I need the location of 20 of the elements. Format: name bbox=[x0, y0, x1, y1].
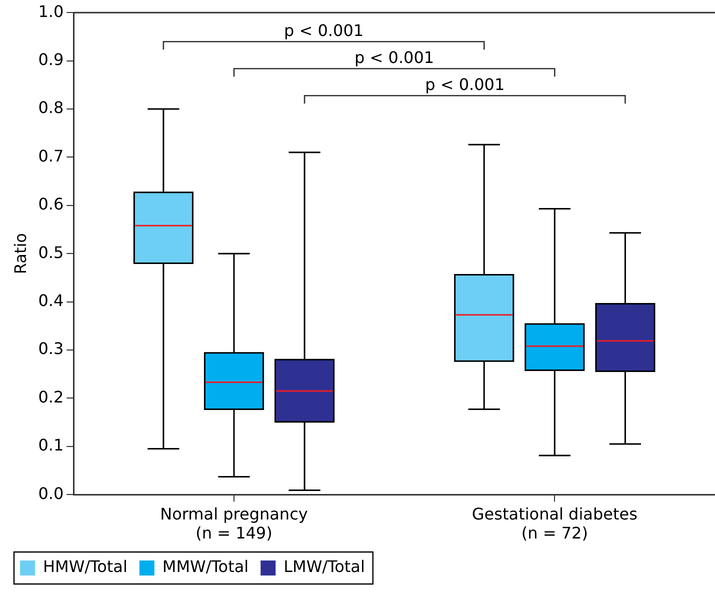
y-tick-label: 0.8 bbox=[38, 98, 64, 118]
y-tick-label: 0.1 bbox=[38, 436, 64, 455]
y-tick-label: 0.3 bbox=[38, 339, 64, 358]
legend-label: LMW/Total bbox=[284, 557, 365, 576]
annotation: p < 0.001 bbox=[425, 74, 505, 94]
y-tick-label: 1.0 bbox=[38, 2, 64, 21]
y-tick-label: 0.0 bbox=[38, 484, 64, 503]
legend-label: HMW/Total bbox=[43, 557, 128, 576]
annotation: p < 0.001 bbox=[354, 48, 434, 67]
x-tick-label: Gestational diabetes (n = 72) bbox=[472, 504, 638, 543]
annotation: p < 0.001 bbox=[284, 20, 364, 40]
y-tick-label: 0.2 bbox=[38, 387, 64, 406]
y-tick-label: 0.6 bbox=[38, 194, 64, 214]
y-tick-label: 0.5 bbox=[38, 242, 64, 262]
legend-label: MMW/Total bbox=[162, 557, 249, 576]
x-tick-label: Normal pregnancy (n = 149) bbox=[160, 504, 308, 543]
y-tick-label: 0.7 bbox=[38, 146, 64, 166]
y-axis-title: Ratio bbox=[10, 233, 30, 274]
y-tick-label: 0.4 bbox=[38, 290, 64, 310]
y-tick-label: 0.9 bbox=[38, 50, 64, 69]
